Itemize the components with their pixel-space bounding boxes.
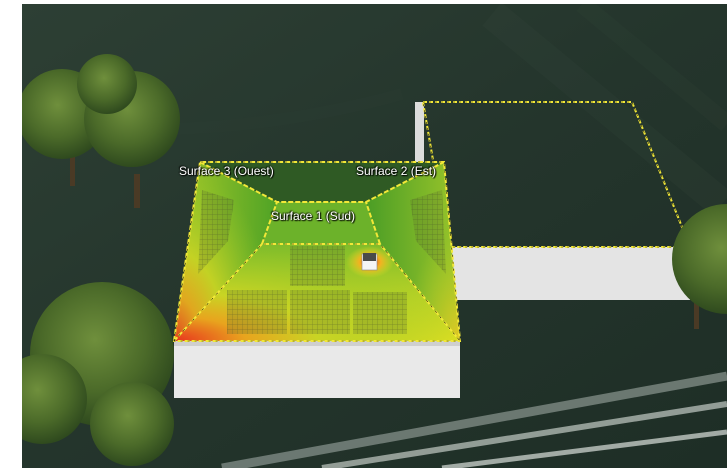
annex-wall-front [448,247,690,300]
main-wall-front [174,341,460,398]
surface-label-sud[interactable]: Surface 1 (Sud) [271,209,356,223]
3d-viewport[interactable]: Surface 3 (Ouest) Surface 2 (Est) Surfac… [22,4,727,468]
chimney-icon[interactable] [361,253,378,271]
roof-ridge [262,202,380,244]
roof-outline [172,161,462,342]
surface-label-ouest[interactable]: Surface 3 (Ouest) [179,164,274,178]
tree-icon [672,204,727,329]
roof-surface-nord [200,162,444,202]
surface-label-est[interactable]: Surface 2 (Est) [356,164,437,178]
road [221,371,727,468]
tree-icon [22,54,180,208]
main-building[interactable] [172,161,462,398]
tree-icon [22,282,174,466]
solar-panels [198,190,446,334]
